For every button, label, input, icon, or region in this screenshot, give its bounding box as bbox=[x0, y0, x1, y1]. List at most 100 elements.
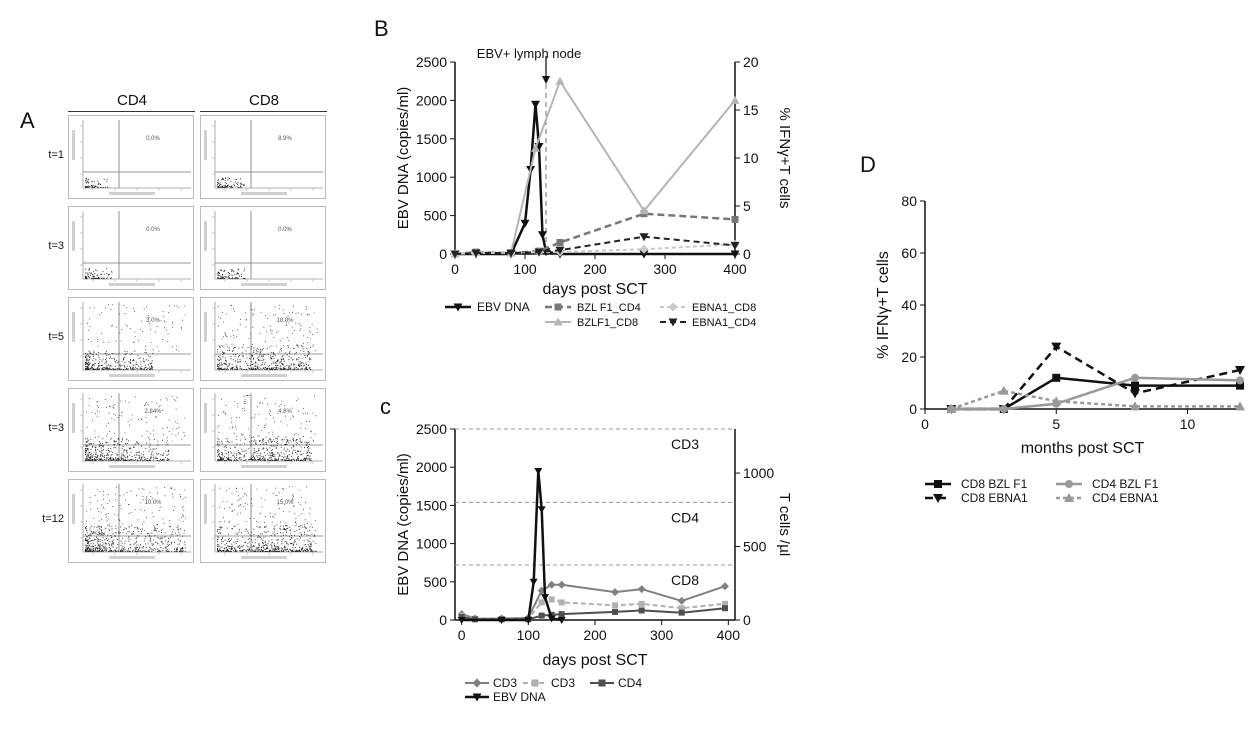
y-axis-label: % IFNγ+T cells bbox=[875, 251, 892, 359]
panel-a-label: A bbox=[20, 108, 35, 133]
legend-marker bbox=[453, 303, 463, 312]
data-point-cd4 bbox=[722, 605, 728, 612]
data-point-cd4 bbox=[538, 612, 545, 619]
flow-plot-cd4: 10.0% bbox=[68, 479, 194, 563]
data-point-bzl-f1-cd4 bbox=[556, 238, 564, 246]
flow-plot-cd8: 18.0% bbox=[200, 297, 326, 381]
y-tick-label-right: 1000 bbox=[743, 465, 774, 481]
quadrant-percent: 3.0% bbox=[146, 318, 160, 324]
x-tick-label: 0 bbox=[458, 627, 466, 643]
data-point-ebna1-cd4 bbox=[534, 248, 544, 257]
legend-label: EBV DNA bbox=[493, 690, 546, 704]
x-tick-label: 300 bbox=[650, 627, 674, 643]
flow-plot-cd8: 4.8% bbox=[200, 388, 326, 472]
y-tick-label-left: 500 bbox=[424, 208, 448, 224]
y-tick-label-left: 1000 bbox=[416, 536, 447, 552]
quadrant-percent: 0.0% bbox=[278, 227, 292, 233]
flow-plot-cd8: 8.9% bbox=[200, 115, 326, 199]
y-tick-label-right: 5 bbox=[743, 198, 751, 214]
y-tick-label-right: 500 bbox=[743, 539, 767, 555]
panel-d-label: D bbox=[860, 152, 876, 177]
y-tick-label-left: 1000 bbox=[416, 169, 447, 185]
data-point-ebna1-cd4 bbox=[471, 249, 481, 258]
y-tick-label-left: 0 bbox=[439, 246, 447, 262]
reference-label-cd8: CD8 bbox=[671, 572, 699, 588]
y-tick-label-left: 2000 bbox=[416, 92, 447, 108]
y-tick-label-left: 1500 bbox=[416, 497, 447, 513]
x-tick-label: 0 bbox=[451, 261, 459, 277]
legend-label: CD3 bbox=[493, 676, 517, 690]
legend-label: CD8 BZL F1 bbox=[961, 477, 1028, 491]
annotation-arrowhead bbox=[542, 76, 550, 84]
flow-plot-canvas: 15.0% bbox=[204, 484, 323, 559]
legend-marker bbox=[933, 494, 943, 503]
legend-marker bbox=[598, 679, 606, 687]
y-tick-label: 60 bbox=[901, 245, 917, 261]
y-tick-label: 20 bbox=[901, 349, 917, 365]
legend-label: CD3 bbox=[551, 676, 575, 690]
flow-events bbox=[217, 304, 318, 370]
legend-marker bbox=[472, 693, 482, 702]
data-point-ebna1-cd8 bbox=[639, 244, 649, 254]
data-point-ebna1-cd4 bbox=[506, 249, 516, 258]
data-point-cd8-ebna1 bbox=[1235, 366, 1245, 375]
data-point-ebv-dna bbox=[639, 250, 649, 259]
data-point-ebv-dna bbox=[457, 617, 466, 624]
data-point-ebv-dna bbox=[520, 219, 530, 228]
x-axis-label: months post SCT bbox=[1021, 440, 1145, 457]
flow-events bbox=[85, 396, 185, 461]
x-tick-label: 400 bbox=[723, 261, 747, 277]
data-point-cd4-bzl-f1 bbox=[999, 405, 1008, 413]
flow-plot-cd8: 15.0% bbox=[200, 479, 326, 563]
flow-events bbox=[217, 177, 245, 188]
quadrant-percent: 18.0% bbox=[276, 318, 294, 324]
quadrant-percent: 2.84% bbox=[144, 409, 162, 415]
x-tick-label: 100 bbox=[517, 627, 541, 643]
data-point-ebna1-cd4 bbox=[639, 233, 649, 242]
quadrant-percent: 8.9% bbox=[278, 136, 292, 142]
flow-axis-label bbox=[204, 312, 207, 342]
data-point-cd3 bbox=[638, 600, 645, 607]
flow-plot-canvas: 0.0% bbox=[72, 211, 191, 286]
column-header-cd4: CD4 bbox=[116, 92, 147, 109]
legend-label: CD8 EBNA1 bbox=[961, 491, 1028, 505]
y-tick-label-left: 0 bbox=[439, 612, 447, 628]
quadrant-percent: 0.0% bbox=[146, 136, 160, 142]
flow-axis-label bbox=[109, 283, 155, 286]
data-point-cd4 bbox=[678, 609, 685, 616]
y-axis-label-right: % IFNγ+T cells bbox=[776, 108, 790, 209]
flow-plot-canvas: 18.0% bbox=[204, 302, 323, 377]
data-point-ebv-dna bbox=[537, 506, 546, 514]
legend-label: CD4 EBNA1 bbox=[1092, 491, 1159, 505]
y-tick-label-right: 0 bbox=[743, 612, 751, 628]
x-tick-label: 200 bbox=[583, 261, 607, 277]
flow-row-label: t=1 bbox=[48, 149, 64, 161]
series-line-bzlf1-cd8 bbox=[454, 78, 736, 255]
data-point-cd4-bzl-f1 bbox=[1131, 373, 1139, 382]
flow-axis-label bbox=[241, 374, 287, 377]
legend-marker bbox=[1064, 493, 1074, 502]
y-tick-label-left: 500 bbox=[424, 574, 448, 590]
column-header-rule bbox=[200, 111, 327, 112]
series-line-cd8-ebna1 bbox=[951, 344, 1241, 411]
flow-plot-canvas: 0.0% bbox=[204, 211, 323, 286]
x-tick-label: 5 bbox=[1052, 416, 1060, 432]
flow-events bbox=[85, 268, 113, 279]
annotation-text: EBV+ lymph node bbox=[477, 46, 581, 61]
series-line-bzl-f1-cd4 bbox=[454, 212, 736, 256]
quadrant-percent: 4.8% bbox=[278, 409, 292, 415]
flow-axis-label bbox=[109, 374, 155, 377]
y-axis-label-left: EBV DNA (copies/ml) bbox=[395, 87, 412, 230]
flow-events bbox=[217, 486, 317, 552]
data-point-ebv-dna bbox=[547, 615, 556, 623]
data-point-cd8-bzl-f1 bbox=[1236, 381, 1244, 390]
data-point-cd3 bbox=[678, 605, 685, 612]
data-point-ebv-dna bbox=[538, 231, 547, 240]
x-tick-label: 0 bbox=[921, 416, 929, 432]
x-axis-label: days post SCT bbox=[543, 652, 648, 669]
data-point-ebv-dna bbox=[524, 617, 533, 624]
data-point-ebna1-cd4 bbox=[450, 250, 460, 259]
data-point-cd4 bbox=[638, 607, 645, 614]
data-point-ebv-dna bbox=[541, 594, 549, 602]
quadrant-percent: 15.0% bbox=[276, 500, 294, 506]
